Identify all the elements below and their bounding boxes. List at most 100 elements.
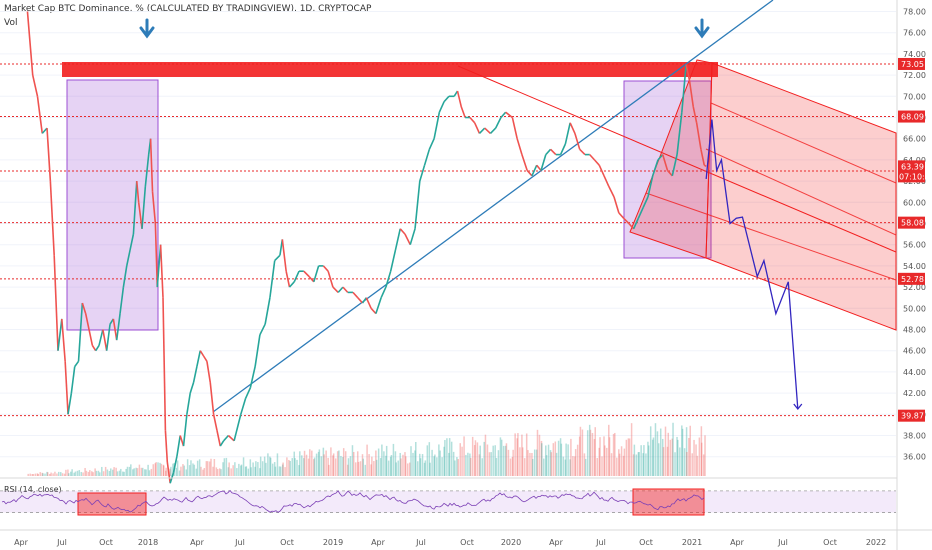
- volume-bar: [328, 464, 330, 476]
- volume-bar: [371, 456, 373, 476]
- volume-bar: [627, 438, 630, 476]
- volume-bar: [439, 450, 441, 476]
- price-candle: [598, 164, 605, 177]
- volume-bar: [185, 469, 188, 476]
- price-candle: [564, 122, 571, 145]
- volume-bar: [431, 449, 433, 476]
- volume-bar: [557, 440, 560, 476]
- volume-bar: [352, 451, 355, 476]
- volume-bar: [535, 449, 538, 476]
- volume-bar: [618, 449, 620, 476]
- y-tick-label: 44.00: [903, 368, 926, 377]
- volume-bar: [525, 433, 528, 476]
- volume-bar: [234, 462, 236, 476]
- volume-bar: [499, 437, 502, 476]
- volume-bar: [220, 469, 222, 476]
- price-candle: [589, 154, 596, 161]
- price-candle: [608, 186, 615, 198]
- x-tick-label: Apr: [549, 538, 564, 547]
- price-candle: [647, 175, 654, 198]
- price-candle: [489, 127, 497, 134]
- volume-bar: [101, 466, 103, 476]
- volume-bar: [175, 467, 178, 476]
- price-candle: [46, 128, 52, 182]
- volume-bar: [640, 445, 642, 476]
- volume-bar: [122, 471, 124, 476]
- price-candle: [259, 323, 266, 336]
- volume-bar: [227, 467, 230, 476]
- volume-bar: [463, 436, 465, 476]
- price-candle: [77, 302, 84, 362]
- volume-bar: [633, 444, 636, 476]
- volume-bar: [208, 461, 211, 476]
- price-axis[interactable]: 78.0076.0074.0072.0070.0068.0066.0064.00…: [896, 0, 932, 550]
- volume-bar: [303, 458, 305, 476]
- volume-label: Vol: [4, 18, 18, 28]
- volume-bar: [342, 457, 344, 476]
- volume-bar: [478, 454, 481, 476]
- price-candle: [216, 430, 222, 447]
- current-price-tag: [898, 160, 925, 183]
- volume-bar: [223, 458, 226, 476]
- volume-bar: [529, 452, 531, 476]
- price-candle: [681, 64, 687, 113]
- volume-bar: [368, 454, 370, 476]
- y-tick-label: 36.00: [903, 453, 926, 462]
- price-candle: [219, 440, 225, 447]
- volume-bar: [421, 454, 424, 476]
- price-candle: [240, 398, 247, 415]
- price-candle: [149, 138, 154, 192]
- volume-bar: [702, 454, 705, 476]
- volume-bar: [265, 462, 267, 476]
- volume-bar: [106, 469, 109, 476]
- price-candle: [285, 271, 291, 288]
- volume-bar: [281, 464, 284, 476]
- y-tick-label: 50.00: [903, 304, 926, 313]
- volume-bar: [255, 461, 257, 476]
- price-candle: [303, 270, 310, 278]
- volume-bar: [232, 465, 234, 476]
- level-tag-label: 68.09: [901, 113, 924, 122]
- volume-bar: [612, 433, 615, 476]
- price-candle: [115, 313, 121, 341]
- volume-bar: [581, 429, 584, 476]
- price-candle: [162, 297, 167, 431]
- price-candle: [244, 387, 252, 399]
- price-candle: [593, 159, 600, 166]
- volume-bar: [91, 471, 93, 476]
- volume-bar: [608, 437, 611, 476]
- volume-bar: [269, 457, 272, 476]
- price-candle: [531, 164, 538, 177]
- volume-bar: [383, 451, 385, 476]
- price-candle: [632, 217, 640, 230]
- price-candle: [700, 149, 706, 166]
- volume-bar: [628, 438, 631, 476]
- price-candle: [337, 286, 344, 293]
- volume-bar: [65, 469, 67, 476]
- price-candle: [536, 164, 542, 172]
- volume-bar: [623, 448, 626, 476]
- x-tick-label: Oct: [460, 538, 474, 547]
- level-tag: [898, 272, 925, 285]
- time-axis[interactable]: Apr Jul Oct 2018 Apr Jul Oct 2019 Apr Jul Oct 2020 A…: [0, 529, 932, 547]
- volume-bar: [366, 444, 368, 476]
- volume-bar: [250, 467, 252, 476]
- price-candle: [342, 286, 349, 293]
- volume-bar: [39, 472, 41, 476]
- volume-bar: [412, 452, 414, 476]
- price-candle: [49, 181, 55, 256]
- price-candle: [661, 154, 669, 171]
- x-tick-label: Jul: [234, 538, 245, 547]
- volume-bar: [142, 467, 144, 476]
- channel-origin: [629, 59, 713, 259]
- rsi-band: [0, 490, 896, 513]
- volume-bar: [552, 443, 555, 476]
- level-tag-label: 73.05: [901, 60, 924, 69]
- volume-bar: [465, 454, 467, 476]
- volume-bar: [473, 445, 476, 476]
- volume-bar: [359, 461, 362, 476]
- price-candle: [209, 382, 215, 415]
- price-candle: [505, 111, 513, 119]
- volume-bar: [429, 462, 431, 476]
